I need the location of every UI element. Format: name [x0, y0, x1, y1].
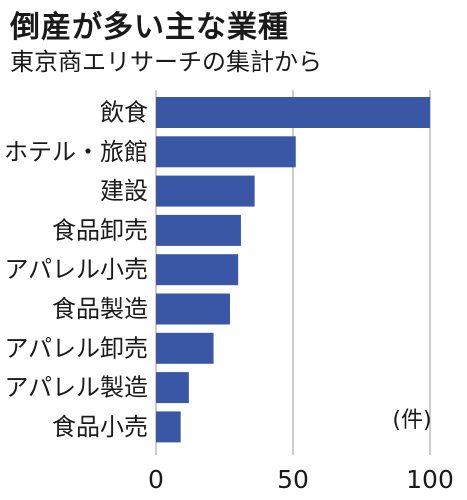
unit-label: (件): [392, 408, 431, 433]
bars: [156, 97, 430, 443]
x-axis-ticks: 0 50 100: [148, 465, 454, 494]
x-tick-label-0: 0: [148, 465, 164, 494]
category-label-7: アパレル製造: [4, 374, 148, 402]
category-label-4: アパレル小売: [4, 256, 148, 284]
category-label-6: アパレル卸売: [4, 334, 148, 362]
category-label-0: 飲食: [100, 99, 148, 127]
bar-5: [156, 293, 230, 325]
bar-8: [156, 411, 181, 443]
chart-subtitle: 東京商エリサーチの集計から: [10, 48, 322, 76]
bar-1: [156, 136, 296, 168]
chart-title: 倒産が多い主な業種: [10, 10, 289, 45]
category-label-2: 建設: [100, 177, 148, 205]
bar-3: [156, 214, 241, 246]
x-tick-label-2: 100: [406, 465, 454, 494]
category-label-8: 食品小売: [52, 413, 148, 441]
bar-4: [156, 254, 239, 286]
bar-2: [156, 175, 255, 207]
x-tick-label-1: 50: [277, 465, 309, 494]
bar-0: [156, 97, 430, 128]
category-label-1: ホテル・旅館: [4, 138, 148, 166]
bar-6: [156, 332, 214, 364]
category-label-3: 食品卸売: [52, 216, 148, 244]
category-label-5: 食品製造: [52, 295, 148, 323]
bar-7: [156, 372, 189, 404]
